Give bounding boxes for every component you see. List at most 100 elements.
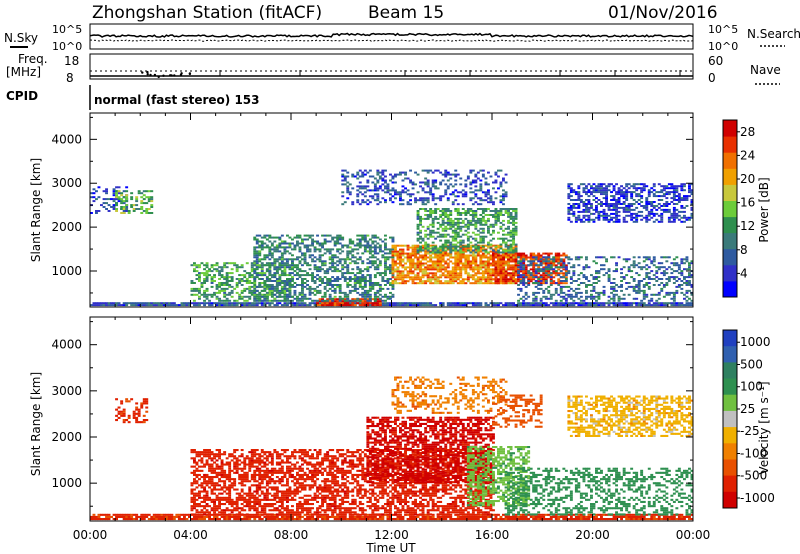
power-cell bbox=[446, 252, 450, 255]
power-cell bbox=[585, 187, 588, 190]
power-cell bbox=[449, 252, 453, 255]
power-cell bbox=[652, 284, 656, 286]
power-cell bbox=[203, 289, 207, 292]
power-cell bbox=[517, 276, 521, 279]
power-cell bbox=[203, 272, 207, 275]
power-cell bbox=[419, 219, 423, 222]
power-cell bbox=[537, 304, 541, 307]
power-cell bbox=[376, 268, 380, 271]
power-cell bbox=[336, 242, 340, 245]
power-cell bbox=[306, 280, 310, 282]
power-cell bbox=[243, 276, 247, 279]
power-cell bbox=[610, 205, 614, 207]
power-cell bbox=[502, 229, 505, 232]
power-cell bbox=[389, 189, 392, 192]
power-cell bbox=[549, 272, 553, 275]
power-cell bbox=[622, 195, 626, 198]
power-cell bbox=[602, 191, 606, 194]
power-cell bbox=[429, 215, 433, 218]
power-cell bbox=[542, 274, 546, 277]
power-cell bbox=[321, 280, 325, 282]
power-cell bbox=[569, 189, 573, 192]
power-cell bbox=[522, 272, 526, 275]
power-cell bbox=[504, 208, 508, 210]
power-cell bbox=[431, 199, 435, 202]
power-cell bbox=[456, 212, 460, 214]
power-cell bbox=[195, 264, 199, 267]
power-cell bbox=[306, 287, 310, 290]
power-cell bbox=[492, 215, 495, 218]
power-cell bbox=[436, 169, 440, 172]
power-cell bbox=[243, 280, 247, 282]
power-cell bbox=[421, 254, 425, 257]
power-cell bbox=[394, 244, 397, 247]
power-cell bbox=[409, 195, 413, 198]
power-cell bbox=[419, 223, 423, 226]
power-cell bbox=[220, 276, 224, 279]
power-cell bbox=[454, 270, 458, 273]
power-cell bbox=[117, 192, 121, 195]
power-cell bbox=[504, 227, 508, 230]
power-cell bbox=[384, 258, 387, 261]
power-cell bbox=[205, 280, 209, 282]
power-cell bbox=[484, 181, 488, 184]
power-cell bbox=[306, 297, 310, 300]
power-cell bbox=[366, 270, 370, 273]
power-cell bbox=[102, 302, 106, 305]
power-cell bbox=[492, 244, 495, 247]
power-cell bbox=[564, 278, 568, 280]
power-cell bbox=[361, 304, 365, 307]
power-cell bbox=[275, 280, 279, 282]
power-cell bbox=[346, 282, 350, 284]
power-cell bbox=[670, 185, 674, 188]
power-cell bbox=[296, 258, 299, 261]
power-cell bbox=[331, 284, 335, 286]
power-cell bbox=[464, 264, 468, 267]
power-cell bbox=[637, 210, 641, 213]
power-cell bbox=[492, 181, 495, 184]
power-cell bbox=[253, 278, 257, 280]
power-cell bbox=[416, 231, 420, 234]
power-cell bbox=[582, 208, 586, 211]
power-cell bbox=[250, 291, 254, 294]
power-cell bbox=[572, 210, 576, 213]
power-cell bbox=[396, 254, 400, 257]
power-cell bbox=[539, 254, 543, 257]
power-cell bbox=[291, 260, 294, 263]
power-cell bbox=[605, 302, 609, 305]
power-cell bbox=[683, 189, 686, 192]
power-cell bbox=[348, 272, 352, 275]
power-cell bbox=[481, 272, 485, 275]
power-cell bbox=[404, 282, 408, 285]
power-cell bbox=[574, 191, 578, 194]
power-cell bbox=[263, 274, 267, 277]
power-cell bbox=[660, 191, 664, 194]
power-cell bbox=[112, 204, 116, 207]
power-cell bbox=[670, 302, 674, 305]
power-cell bbox=[381, 240, 385, 243]
power-cell bbox=[416, 233, 420, 236]
power-cell bbox=[368, 299, 372, 302]
power-cell bbox=[559, 276, 563, 279]
power-cell bbox=[630, 214, 634, 217]
power-cell bbox=[466, 225, 470, 228]
power-cell bbox=[270, 242, 274, 245]
power-cell bbox=[499, 268, 503, 271]
power-cell bbox=[373, 199, 377, 202]
power-cell bbox=[512, 210, 516, 212]
power-cell bbox=[456, 241, 460, 244]
power-cell bbox=[356, 173, 360, 176]
power-cell bbox=[600, 185, 603, 188]
power-cell bbox=[574, 206, 578, 209]
power-cell bbox=[288, 282, 292, 284]
power-cell bbox=[399, 304, 402, 307]
power-cell bbox=[404, 262, 408, 265]
power-cell bbox=[263, 264, 267, 267]
power-cell bbox=[539, 284, 543, 286]
power-cell bbox=[439, 256, 443, 259]
power-cell bbox=[587, 302, 591, 305]
power-cell bbox=[441, 272, 445, 275]
power-cell bbox=[248, 276, 252, 279]
power-cell bbox=[688, 187, 691, 190]
power-cell bbox=[351, 299, 355, 302]
